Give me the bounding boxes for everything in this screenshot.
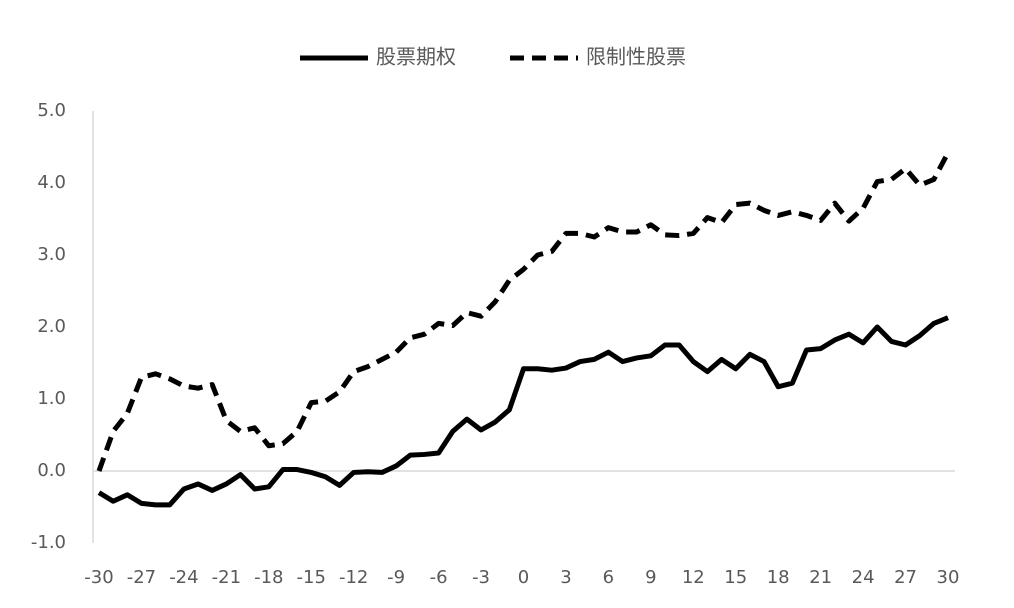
x-tick-label: -6: [430, 567, 448, 588]
x-tick-label: 0: [518, 567, 529, 588]
y-tick-label: 5.0: [37, 100, 66, 121]
x-tick-label: -15: [297, 567, 326, 588]
x-tick-label: 3: [560, 567, 571, 588]
x-tick-label: 12: [682, 567, 705, 588]
x-tick-label: -18: [254, 567, 283, 588]
x-tick-label: 6: [603, 567, 614, 588]
data-line: [97, 315, 949, 508]
x-tick-label: 21: [809, 567, 832, 588]
x-tick-label: 27: [894, 567, 917, 588]
y-tick-label: 0.0: [37, 460, 66, 481]
x-tick-label: 24: [852, 567, 875, 588]
y-tick-label: 3.0: [37, 244, 66, 265]
x-tick-label: 9: [645, 567, 656, 588]
legend-label: 股票期权: [376, 45, 456, 69]
data-line: [96, 151, 951, 472]
x-tick-label: -30: [84, 567, 113, 588]
legend-label: 限制性股票: [586, 45, 686, 69]
x-tick-label: 18: [767, 567, 790, 588]
x-tick-label: 15: [724, 567, 747, 588]
x-tick-label: -21: [212, 567, 241, 588]
x-tick-label: -12: [339, 567, 368, 588]
y-tick-label: 4.0: [37, 172, 66, 193]
y-tick-label: 2.0: [37, 316, 66, 337]
y-tick-label: 1.0: [37, 388, 66, 409]
x-tick-label: -3: [472, 567, 490, 588]
x-tick-label: -24: [169, 567, 198, 588]
x-tick-label: -27: [127, 567, 156, 588]
x-tick-label: -9: [387, 567, 405, 588]
x-tick-label: 30: [937, 567, 960, 588]
y-tick-label: -1.0: [31, 532, 66, 553]
